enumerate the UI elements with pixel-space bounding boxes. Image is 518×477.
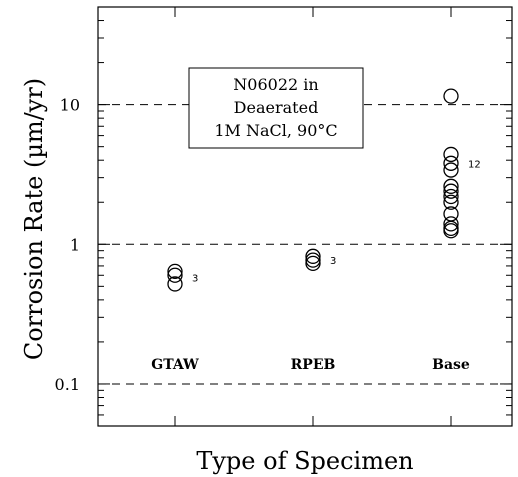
point-base-6: [443, 188, 459, 205]
annotation-line-1: N06022 in: [233, 75, 318, 94]
data-points: [167, 88, 459, 292]
plot-frame: [97, 6, 513, 427]
category-label-base: Base: [432, 357, 470, 373]
y-tick-label-2: 10: [60, 96, 80, 115]
annotation-line-3: 1M NaCl, 90°C: [214, 121, 337, 140]
y-tick-labels: 0.1 1 10: [55, 96, 80, 394]
count-label-base: 12: [468, 159, 481, 170]
count-labels: 3 3 12: [192, 159, 481, 284]
annotation-box: [188, 67, 364, 149]
y-tick-label-0: 0.1: [55, 375, 80, 394]
point-rpeb-0: [305, 255, 321, 272]
point-rpeb-1: [305, 252, 321, 268]
point-gtaw-0: [167, 276, 183, 292]
count-label-gtaw: 3: [192, 274, 198, 285]
point-base-9: [443, 216, 459, 232]
point-base-11: [443, 223, 459, 239]
point-rpeb-2: [305, 248, 321, 264]
category-label-rpeb: RPEB: [291, 357, 336, 373]
count-label-rpeb: 3: [330, 256, 336, 267]
point-base-1: [443, 146, 459, 163]
condition-annotation: N06022 in Deaerated 1M NaCl, 90°C: [188, 67, 364, 149]
point-base-2: [443, 155, 459, 171]
x-axis-title: Type of Specimen: [196, 447, 413, 475]
x-axis-ticks: [174, 7, 452, 426]
y-axis-ticks: [98, 6, 512, 427]
category-label-gtaw: GTAW: [151, 357, 199, 373]
point-base-7: [443, 194, 459, 210]
point-base-0: [443, 88, 459, 104]
point-gtaw-2: [167, 263, 183, 280]
y-axis-title: Corrosion Rate (µm/yr): [20, 78, 48, 360]
category-labels: GTAW RPEB Base: [151, 357, 470, 373]
point-base-5: [443, 183, 459, 199]
point-base-3: [443, 162, 459, 178]
point-gtaw-1: [167, 267, 183, 283]
annotation-line-2: Deaerated: [234, 98, 319, 117]
point-base-4: [443, 178, 459, 194]
y-tick-label-1: 1: [70, 235, 80, 254]
